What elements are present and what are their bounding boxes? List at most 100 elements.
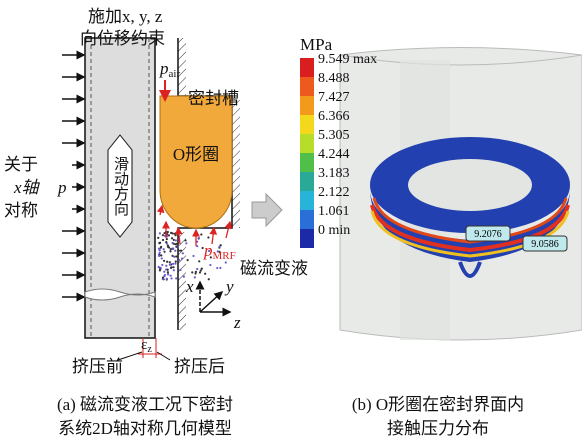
symmetry-label: x轴 (13, 178, 41, 197)
particle (158, 255, 160, 257)
particle (165, 265, 167, 267)
subscript: MRF (213, 250, 236, 262)
particle (170, 266, 172, 268)
particle (162, 276, 164, 278)
geometry-diagram: 滑动方向 x y z εz 施加x, y, z 向位移约束 pair 密封槽 O… (4, 7, 308, 376)
symmetry-arrows (62, 55, 84, 297)
particle (169, 261, 171, 263)
particle (163, 260, 165, 262)
particle (166, 278, 168, 280)
mrf-label: 磁流变液 (240, 259, 308, 278)
pressure-label: p (57, 178, 67, 197)
colorbar-segment (300, 96, 314, 115)
particle (173, 269, 175, 271)
ring-hole (408, 159, 532, 211)
colorbar-label: 4.244 (318, 147, 350, 162)
particle (175, 239, 177, 241)
particle (159, 232, 161, 234)
particle (194, 272, 196, 274)
particle (181, 257, 183, 259)
axis-label: z (233, 313, 241, 332)
particle (172, 266, 174, 268)
probe-label: 9.0586 (531, 239, 559, 250)
particle (166, 238, 168, 240)
particle (157, 237, 159, 239)
particle (184, 239, 186, 241)
particle (162, 239, 164, 241)
colorbar-label: 6.366 (318, 109, 350, 124)
pressure-arrow (160, 206, 162, 215)
particle (191, 271, 193, 273)
particle (178, 259, 180, 261)
particle (167, 246, 169, 248)
colorbar-label: 1.061 (318, 204, 350, 219)
after-label: 挤压后 (174, 357, 225, 376)
particle (204, 273, 206, 275)
axis-y (200, 292, 222, 312)
particle (200, 233, 202, 235)
particle (216, 267, 218, 269)
particle (165, 241, 167, 243)
sliding-label: 滑动方向 (112, 156, 129, 216)
colorbar-segment (300, 77, 314, 96)
particle (173, 239, 175, 241)
particle (159, 269, 161, 271)
particle (194, 276, 196, 278)
colorbar-segment (300, 210, 314, 229)
particle (172, 242, 174, 244)
constraint-label: 施加x, y, z (88, 7, 163, 26)
colorbar-label: 7.427 (318, 90, 350, 105)
particle (175, 234, 177, 236)
particle (161, 264, 163, 266)
constraint-label: 向位移约束 (80, 29, 165, 48)
pressure-arrow (226, 222, 230, 238)
particle (198, 237, 200, 239)
leader (157, 352, 170, 360)
caption: 接触压力分布 (387, 419, 489, 438)
particle (167, 271, 169, 273)
particle (159, 252, 161, 254)
colorbar-segment (300, 191, 314, 210)
particle (171, 237, 173, 239)
particle (169, 264, 171, 266)
particle (209, 264, 211, 266)
groove-label: 密封槽 (188, 89, 239, 108)
colorbar-label: 5.305 (318, 128, 350, 143)
particle (199, 271, 201, 273)
particle (170, 275, 172, 277)
particle (196, 268, 198, 270)
particle (175, 255, 177, 257)
particle (163, 248, 165, 250)
particle (161, 257, 163, 259)
particle (167, 269, 169, 271)
particle (179, 269, 181, 271)
particle (174, 262, 176, 264)
caption: (b) O形圈在密封界面内 (352, 395, 524, 414)
particle (167, 273, 169, 275)
particle (218, 245, 220, 247)
colorbar-label: 9.549 max (318, 52, 377, 67)
particle (171, 255, 173, 257)
particle (163, 251, 165, 253)
particle (169, 250, 171, 252)
particle (201, 268, 203, 270)
particle (180, 250, 182, 252)
particle (162, 234, 164, 236)
caption: (a) 磁流变液工况下密封 (57, 395, 233, 414)
particle (208, 278, 210, 280)
before-label: 挤压前 (72, 357, 123, 376)
contact-pressure-plot: 9.2076 9.0586 MPa 9.549 max8.4887.4276.3… (300, 35, 582, 340)
symbol: p (159, 59, 169, 78)
particle (174, 250, 176, 252)
p-air: pair (159, 59, 180, 80)
hatch (232, 100, 240, 228)
hatch (178, 38, 186, 96)
particle (163, 271, 165, 273)
figure: 滑动方向 x y z εz 施加x, y, z 向位移约束 pair 密封槽 O… (0, 0, 582, 443)
particle (187, 259, 189, 261)
particle (178, 250, 180, 252)
particle (198, 260, 200, 262)
hatch (178, 232, 186, 330)
axis-label: y (224, 277, 234, 296)
probe-label: 9.2076 (474, 229, 502, 240)
